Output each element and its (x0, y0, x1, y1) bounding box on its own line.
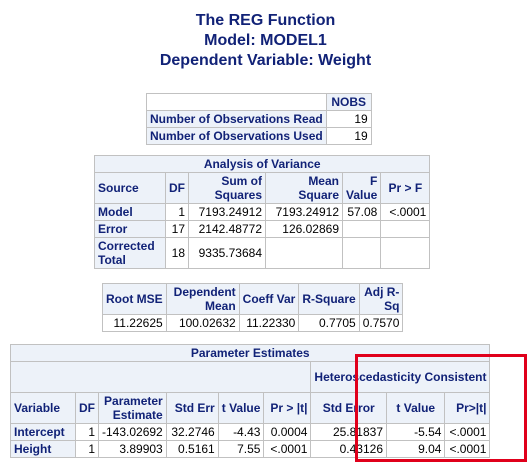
pe-header-stderr: Std Err (166, 393, 218, 423)
pe-header-df: DF (76, 393, 98, 423)
pe-header-estimate: Parameter Estimate (99, 393, 166, 423)
anova-p-total (381, 238, 430, 268)
title-dependent-variable: Dependent Variable: Weight (159, 52, 372, 69)
anova-header-df: DF (166, 173, 188, 203)
anova-f-total (343, 238, 381, 268)
parameter-estimates-table: Parameter Estimates Heteroscedasticity C… (10, 344, 491, 458)
anova-header-f: F Value (343, 173, 381, 203)
pe-header-variable: Variable (11, 393, 75, 423)
pe-stderr-intercept: 32.2746 (166, 424, 218, 440)
table-row: Corrected Total 18 9335.73684 (95, 238, 430, 268)
nobs-header-row: NOBS (147, 94, 371, 110)
pe-p-height: <.0001 (264, 441, 311, 457)
report-titles: The REG Function Model: MODEL1 Dependent… (0, 11, 531, 71)
anova-source-model: Model (95, 204, 165, 220)
pe-stderr-height: 0.5161 (166, 441, 218, 457)
pe-variable-height: Height (11, 441, 75, 457)
pe-group-empty (11, 362, 311, 392)
anova-header-row: Source DF Sum of Squares Mean Square F V… (95, 173, 430, 203)
anova-ss-total: 9335.73684 (189, 238, 265, 268)
pe-estimate-height: 3.89903 (99, 441, 166, 457)
fit-value-depmean: 100.02632 (166, 315, 239, 331)
pe-header-hc-stderr: Std Error (311, 393, 387, 423)
anova-df-error: 17 (166, 221, 188, 237)
table-row: Number of Observations Used 19 (147, 128, 371, 144)
anova-header-ss: Sum of Squares (189, 173, 265, 203)
anova-ss-model: 7193.24912 (189, 204, 265, 220)
pe-hc-t-height: 9.04 (387, 441, 445, 457)
table-row: Error 17 2142.48772 126.02869 (95, 221, 430, 237)
highlight-box (355, 354, 527, 462)
pe-hc-p-intercept: <.0001 (445, 424, 490, 440)
nobs-empty-corner (147, 94, 326, 110)
anova-caption: Analysis of Variance (95, 156, 430, 172)
anova-source-total: Corrected Total (95, 238, 165, 268)
anova-source-error: Error (95, 221, 165, 237)
nobs-value-read: 19 (326, 111, 371, 127)
pe-header-row: Variable DF Parameter Estimate Std Err t… (11, 393, 490, 423)
anova-ms-model: 7193.24912 (266, 204, 342, 220)
fit-header-row: Root MSE Dependent Mean Coeff Var R-Squa… (103, 284, 403, 314)
pe-df-height: 1 (76, 441, 98, 457)
anova-f-model: 57.08 (343, 204, 381, 220)
table-row: Height 1 3.89903 0.5161 7.55 <.0001 0.43… (11, 441, 490, 457)
pe-caption: Parameter Estimates (11, 345, 490, 361)
pe-t-height: 7.55 (218, 441, 264, 457)
anova-f-error (343, 221, 381, 237)
pe-header-t: t Value (218, 393, 264, 423)
table-row: Number of Observations Read 19 (147, 111, 371, 127)
fit-value-rsq: 0.7705 (299, 315, 359, 331)
fit-value-adjrsq: 0.7570 (359, 315, 403, 331)
pe-hc-p-height: <.0001 (445, 441, 490, 457)
nobs-table: NOBS Number of Observations Read 19 Numb… (146, 93, 372, 145)
pe-estimate-intercept: -143.02692 (99, 424, 166, 440)
anova-df-model: 1 (166, 204, 188, 220)
title-function: The REG Function (195, 12, 336, 29)
anova-header-ms: Mean Square (266, 173, 342, 203)
anova-caption-row: Analysis of Variance (95, 156, 430, 172)
pe-hc-t-intercept: -5.54 (387, 424, 445, 440)
fit-value-rmse: 11.22625 (103, 315, 166, 331)
anova-ms-error: 126.02869 (266, 221, 342, 237)
fit-statistics-table: Root MSE Dependent Mean Coeff Var R-Squa… (102, 283, 404, 332)
anova-df-total: 18 (166, 238, 188, 268)
anova-header-source: Source (95, 173, 165, 203)
pe-p-intercept: 0.0004 (264, 424, 311, 440)
anova-p-model: <.0001 (381, 204, 430, 220)
pe-t-intercept: -4.43 (218, 424, 264, 440)
nobs-label-read: Number of Observations Read (147, 111, 326, 127)
nobs-value-used: 19 (326, 128, 371, 144)
fit-header-rmse: Root MSE (103, 284, 166, 314)
table-row: Model 1 7193.24912 7193.24912 57.08 <.00… (95, 204, 430, 220)
fit-header-cv: Coeff Var (239, 284, 299, 314)
pe-caption-row: Parameter Estimates (11, 345, 490, 361)
nobs-header: NOBS (326, 94, 371, 110)
pe-header-p: Pr > |t| (264, 393, 311, 423)
pe-df-intercept: 1 (76, 424, 98, 440)
pe-header-hc-t: t Value (387, 393, 445, 423)
fit-value-cv: 11.22330 (239, 315, 299, 331)
table-row: 11.22625 100.02632 11.22330 0.7705 0.757… (103, 315, 403, 331)
nobs-label-used: Number of Observations Used (147, 128, 326, 144)
title-model: Model: MODEL1 (204, 32, 327, 49)
fit-header-depmean: Dependent Mean (166, 284, 239, 314)
pe-hc-stderr-height: 0.43126 (311, 441, 387, 457)
pe-header-hc-p: Pr>|t| (445, 393, 490, 423)
anova-p-error (381, 221, 430, 237)
anova-header-p: Pr > F (381, 173, 430, 203)
fit-header-rsq: R-Square (299, 284, 359, 314)
anova-ss-error: 2142.48772 (189, 221, 265, 237)
fit-header-adjrsq: Adj R-Sq (359, 284, 403, 314)
pe-variable-intercept: Intercept (11, 424, 75, 440)
anova-table: Analysis of Variance Source DF Sum of Sq… (94, 155, 431, 269)
anova-ms-total (266, 238, 342, 268)
